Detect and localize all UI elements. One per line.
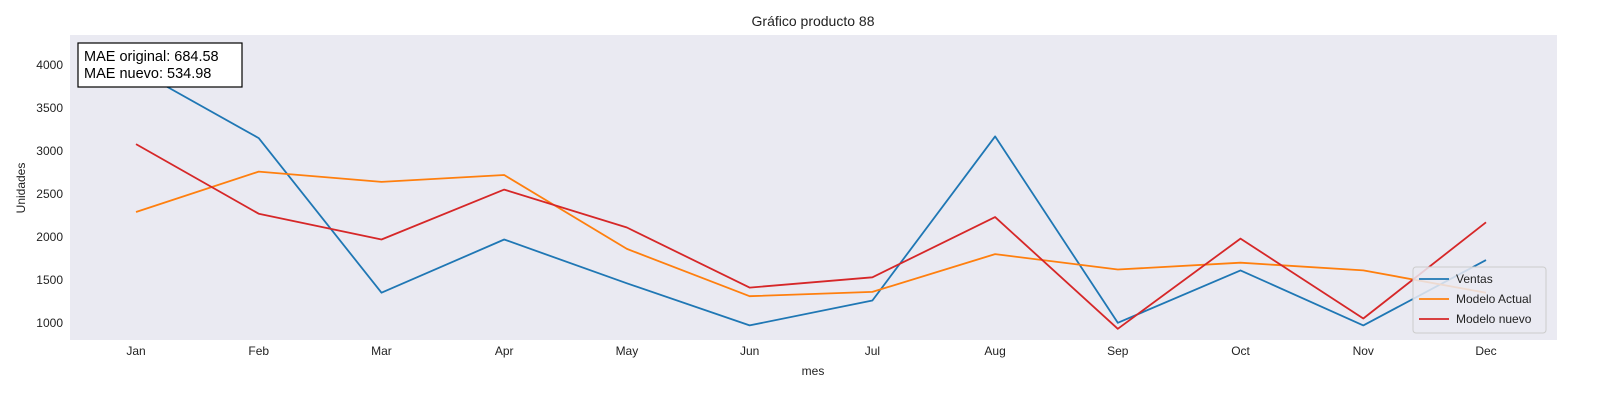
y-tick-label: 2500 — [36, 187, 63, 201]
x-tick-label: Oct — [1231, 344, 1250, 358]
annotation-mae-original: MAE original: 684.58 — [84, 49, 219, 65]
plot-area — [70, 35, 1557, 340]
series-line-2 — [135, 170, 1487, 298]
y-tick-label: 2000 — [36, 230, 63, 244]
legend: Ventas Modelo Actual Modelo nuevo — [1412, 266, 1547, 334]
x-tick-label: May — [616, 344, 639, 358]
y-tick-label: 1500 — [36, 273, 63, 287]
x-tick-labels: Jan Feb Mar Apr May Jun Jul Aug Sep Oct Nov Dec — [126, 344, 1496, 358]
x-tick-label: Dec — [1475, 344, 1496, 358]
x-tick-label: Mar — [371, 344, 392, 358]
series-line-3 — [135, 143, 1487, 330]
chart-title: Gráfico producto 88 — [752, 13, 875, 29]
y-axis-label: Unidades — [14, 163, 28, 214]
legend-frame — [1412, 266, 1547, 334]
x-tick-label: Aug — [984, 344, 1005, 358]
annotation-box — [77, 42, 243, 88]
x-tick-label: Jun — [740, 344, 759, 358]
x-tick-label: Jul — [865, 344, 880, 358]
y-tick-label: 1000 — [36, 316, 63, 330]
x-tick-label: Sep — [1107, 344, 1129, 358]
legend-entry: Modelo Actual — [1456, 292, 1531, 306]
series-line-1 — [135, 68, 1487, 327]
x-tick-label: Jan — [126, 344, 145, 358]
y-tick-label: 3500 — [36, 101, 63, 115]
x-tick-label: Nov — [1353, 344, 1374, 358]
series-lines — [135, 68, 1487, 330]
legend-entry: Modelo nuevo — [1456, 312, 1532, 326]
x-axis-label: mes — [802, 364, 825, 378]
x-tick-label: Feb — [248, 344, 269, 358]
x-tick-label: Apr — [495, 344, 514, 358]
mae-annotation: MAE original: 684.58 MAE nuevo: 534.98 — [77, 42, 243, 88]
y-tick-labels: 1000 1500 2000 2500 3000 3500 4000 — [36, 58, 63, 330]
annotation-mae-nuevo: MAE nuevo: 534.98 — [84, 66, 211, 82]
y-tick-label: 4000 — [36, 58, 63, 72]
y-tick-label: 3000 — [36, 144, 63, 158]
legend-entry: Ventas — [1456, 272, 1493, 286]
